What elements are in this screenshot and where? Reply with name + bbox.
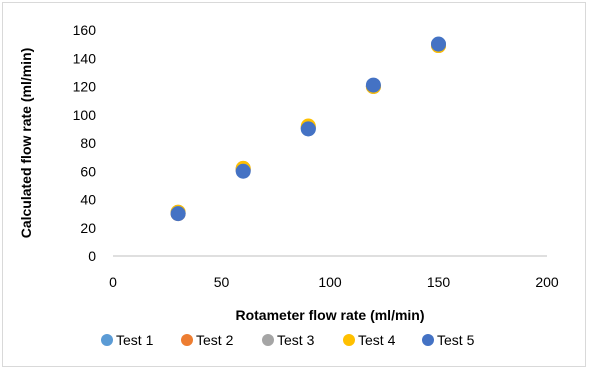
data-point-test-5 (431, 36, 446, 52)
y-axis-title: Calculated flow rate (ml/min) (18, 48, 34, 239)
y-tick-label: 100 (73, 107, 97, 123)
data-point-test-5 (235, 163, 251, 179)
legend-marker (181, 334, 193, 346)
chart-frame (2, 2, 586, 367)
legend-marker (343, 334, 355, 346)
x-tick-label: 100 (318, 274, 342, 290)
legend-label: Test 3 (277, 332, 315, 348)
x-axis-title: Rotameter flow rate (ml/min) (235, 307, 424, 323)
y-tick-label: 120 (73, 79, 97, 95)
x-tick-label: 200 (535, 274, 559, 290)
y-tick-labels: 0 20 40 60 80 100 120 140 160 (73, 22, 97, 264)
y-tick-label: 0 (88, 248, 96, 264)
y-tick-label: 140 (73, 50, 97, 66)
x-tick-labels: 0 50 100 150 200 (109, 274, 559, 290)
data-points (170, 36, 446, 222)
y-tick-label: 40 (80, 192, 96, 208)
legend-marker (422, 334, 434, 346)
data-point-test-5 (170, 206, 186, 222)
legend-label: Test 2 (196, 332, 234, 348)
data-point-test-5 (365, 77, 381, 93)
legend-label: Test 1 (116, 332, 154, 348)
legend-label: Test 4 (358, 332, 396, 348)
legend-label: Test 5 (437, 332, 475, 348)
x-tick-label: 0 (109, 274, 117, 290)
x-tick-label: 150 (427, 274, 451, 290)
y-tick-label: 160 (73, 22, 97, 38)
legend: Test 1 Test 2 Test 3 Test 4 Test 5 (101, 332, 475, 348)
y-tick-label: 20 (80, 220, 96, 236)
legend-marker (262, 334, 274, 346)
y-tick-label: 80 (80, 135, 96, 151)
x-tick-label: 50 (214, 274, 230, 290)
legend-marker (101, 334, 113, 346)
data-point-test-5 (300, 121, 316, 137)
y-tick-label: 60 (80, 163, 96, 179)
